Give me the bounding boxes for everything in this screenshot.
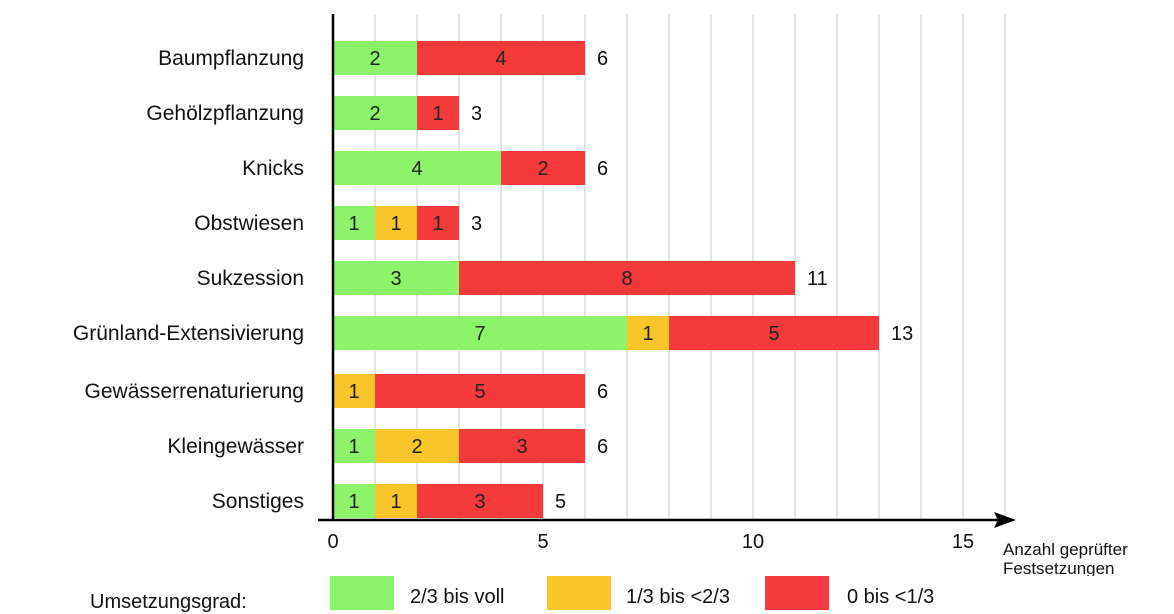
segment-value-label: 5 <box>474 381 485 403</box>
category-label: Sonstiges <box>212 490 304 513</box>
category-label: Grünland-Extensivierung <box>73 322 304 345</box>
total-value-label: 6 <box>597 381 608 403</box>
category-label: Sukzession <box>197 267 304 290</box>
bar-segment <box>375 429 459 463</box>
total-value-label: 11 <box>807 268 828 290</box>
segment-value-label: 1 <box>348 436 359 458</box>
category-label: Obstwiesen <box>194 212 304 235</box>
segment-value-label: 1 <box>348 213 359 235</box>
bar-segment <box>501 151 585 185</box>
legend-swatch-green <box>330 576 394 610</box>
segment-value-label: 4 <box>495 48 506 70</box>
category-label: Gewässerrenaturierung <box>85 380 304 403</box>
total-value-label: 6 <box>597 158 608 180</box>
bar-segment <box>627 316 669 350</box>
bar-segment <box>375 374 585 408</box>
segment-value-label: 1 <box>390 213 401 235</box>
segment-value-label: 8 <box>621 268 632 290</box>
bar-segment <box>333 41 417 75</box>
bars: 2 42 14 21 1 13 87 1 51 51 2 31 1 3 <box>333 41 879 518</box>
bar-segment <box>417 41 585 75</box>
segment-value-label: 1 <box>642 323 653 345</box>
x-axis-title-line2: Festsetzungen <box>1003 559 1115 576</box>
x-tick-label: 15 <box>952 531 974 553</box>
segment-value-label: 2 <box>369 103 380 125</box>
x-axis-title-line1: Anzahl geprüfter <box>1003 540 1128 559</box>
bar-segment <box>333 484 375 518</box>
total-value-label: 6 <box>597 48 608 70</box>
bar-segment <box>459 261 795 295</box>
legend-label-yellow: 1/3 bis <2/3 <box>626 586 730 608</box>
segment-value-label: 1 <box>348 491 359 513</box>
segment-value-label: 1 <box>432 213 443 235</box>
legend-label-green: 2/3 bis voll <box>410 586 505 608</box>
category-label: Gehölzpflanzung <box>146 102 304 125</box>
bar-segment <box>417 484 543 518</box>
total-value-label: 13 <box>891 323 913 345</box>
category-label: Kleingewässer <box>167 435 304 458</box>
x-tick-label: 5 <box>537 531 548 553</box>
category-label: Baumpflanzung <box>158 47 304 70</box>
total-value-label: 3 <box>471 103 482 125</box>
bar-segment <box>333 261 459 295</box>
segment-value-label: 1 <box>432 103 443 125</box>
segment-value-label: 3 <box>390 268 401 290</box>
stacked-bar-chart: 2 42 14 21 1 13 87 1 51 51 2 31 1 3 BaumpflanzungGehö… <box>73 14 1128 576</box>
bar-segment <box>417 96 459 130</box>
bar-segment <box>333 429 375 463</box>
bar-segment <box>417 206 459 240</box>
segment-value-label: 7 <box>474 323 485 345</box>
total-value-label: 3 <box>471 213 482 235</box>
bar-segment <box>459 429 585 463</box>
bar-segment <box>333 96 417 130</box>
segment-value-label: 1 <box>390 491 401 513</box>
legend-title: Umsetzungsgrad: <box>90 591 247 613</box>
segment-value-label: 3 <box>516 436 527 458</box>
total-value-label: 6 <box>597 436 608 458</box>
category-label: Knicks <box>242 157 304 180</box>
segment-value-label: 5 <box>768 323 779 345</box>
category-labels: Baumpflanzung Gehölzpflanzung Knicks Obstwi… <box>73 47 304 513</box>
legend-label-red: 0 bis <1/3 <box>847 586 935 608</box>
x-tick-labels: 0 5 10 15 <box>327 531 974 553</box>
legend: Umsetzungsgrad: 2/3 bis voll 1/3 bis <2/… <box>0 576 1174 613</box>
bar-segment <box>333 206 375 240</box>
bar-segment <box>333 316 627 350</box>
bar-segment <box>669 316 879 350</box>
bar-segment <box>375 206 417 240</box>
x-tick-label: 0 <box>327 531 338 553</box>
legend-swatch-red <box>765 576 829 610</box>
segment-value-label: 2 <box>369 48 380 70</box>
bar-segment <box>333 374 375 408</box>
bar-segment <box>333 151 501 185</box>
segment-value-label: 4 <box>411 158 422 180</box>
x-tick-label: 10 <box>742 531 764 553</box>
bar-segment <box>375 484 417 518</box>
segment-value-label: 1 <box>348 381 359 403</box>
total-value-label: 5 <box>555 491 566 513</box>
segment-value-label: 2 <box>411 436 422 458</box>
segment-value-label: 3 <box>474 491 485 513</box>
segment-value-label: 2 <box>537 158 548 180</box>
x-axis-arrowhead <box>994 512 1016 528</box>
legend-swatch-yellow <box>547 576 611 610</box>
